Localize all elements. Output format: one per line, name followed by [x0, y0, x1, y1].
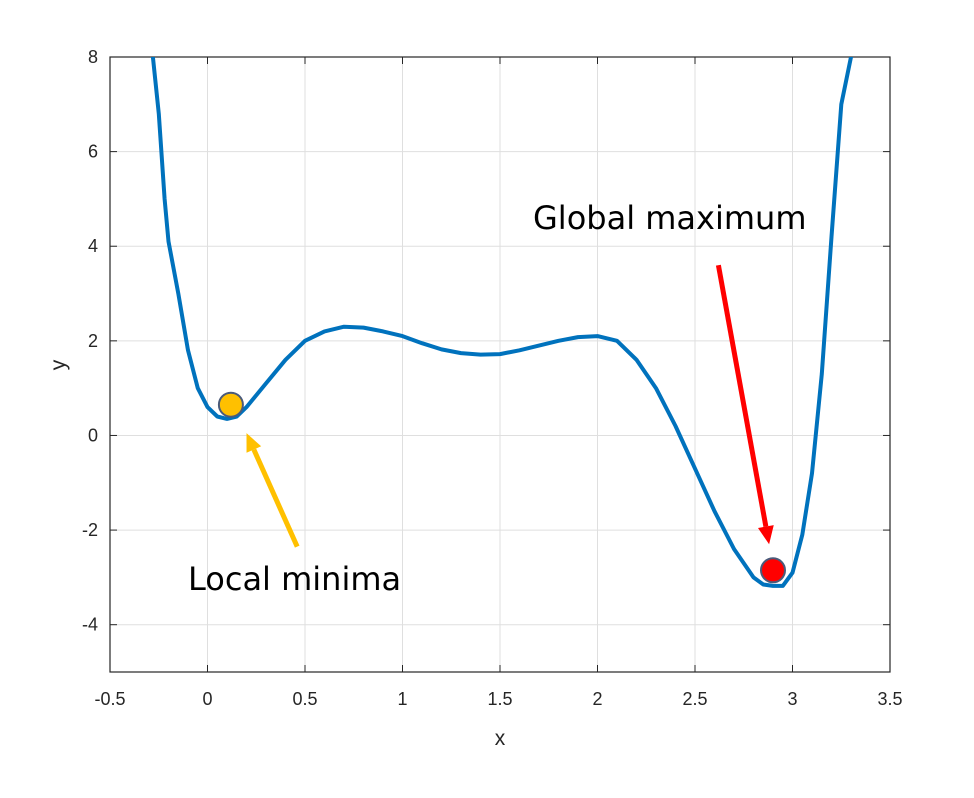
axis-ticks — [109, 56, 891, 672]
curve-line — [150, 57, 853, 588]
local-minima-arrow — [251, 448, 300, 548]
y-axis-label: y — [47, 359, 70, 370]
y-tick-label: -4 — [82, 615, 98, 635]
y-tick-label: 2 — [88, 331, 98, 351]
y-tick-label: -2 — [82, 520, 98, 540]
x-tick-label: 3 — [787, 689, 797, 709]
markers — [217, 391, 786, 584]
x-tick-label: 2 — [592, 689, 602, 709]
x-tick-label: 2.5 — [682, 689, 707, 709]
global-maximum-annotation: Global maximum — [533, 199, 806, 237]
global-maximum-arrow — [715, 264, 769, 528]
local-minima-marker — [217, 391, 244, 418]
x-axis-label: x — [495, 727, 506, 750]
x-tick-label: 1.5 — [487, 689, 512, 709]
grid — [109, 56, 891, 672]
x-tick-labels: -0.5 0 0.5 1 1.5 2 2.5 3 3.5 — [94, 689, 902, 709]
y-tick-label: 4 — [88, 236, 98, 256]
x-tick-label: 3.5 — [877, 689, 902, 709]
x-tick-label: 1 — [397, 689, 407, 709]
series-layer — [150, 57, 853, 588]
y-tick-label: 0 — [88, 425, 98, 445]
y-tick-label: 6 — [88, 142, 98, 162]
x-tick-label: -0.5 — [94, 689, 125, 709]
x-tick-label: 0 — [202, 689, 212, 709]
arrow-head — [246, 433, 262, 453]
y-tick-label: 8 — [88, 47, 98, 67]
x-tick-label: 0.5 — [292, 689, 317, 709]
arrow-head — [758, 525, 774, 545]
annotation-arrows — [246, 264, 774, 548]
global-marker — [760, 557, 786, 584]
y-tick-labels: -4 -2 0 2 4 6 8 — [82, 47, 98, 635]
local-minima-annotation: Local minima — [188, 560, 401, 598]
